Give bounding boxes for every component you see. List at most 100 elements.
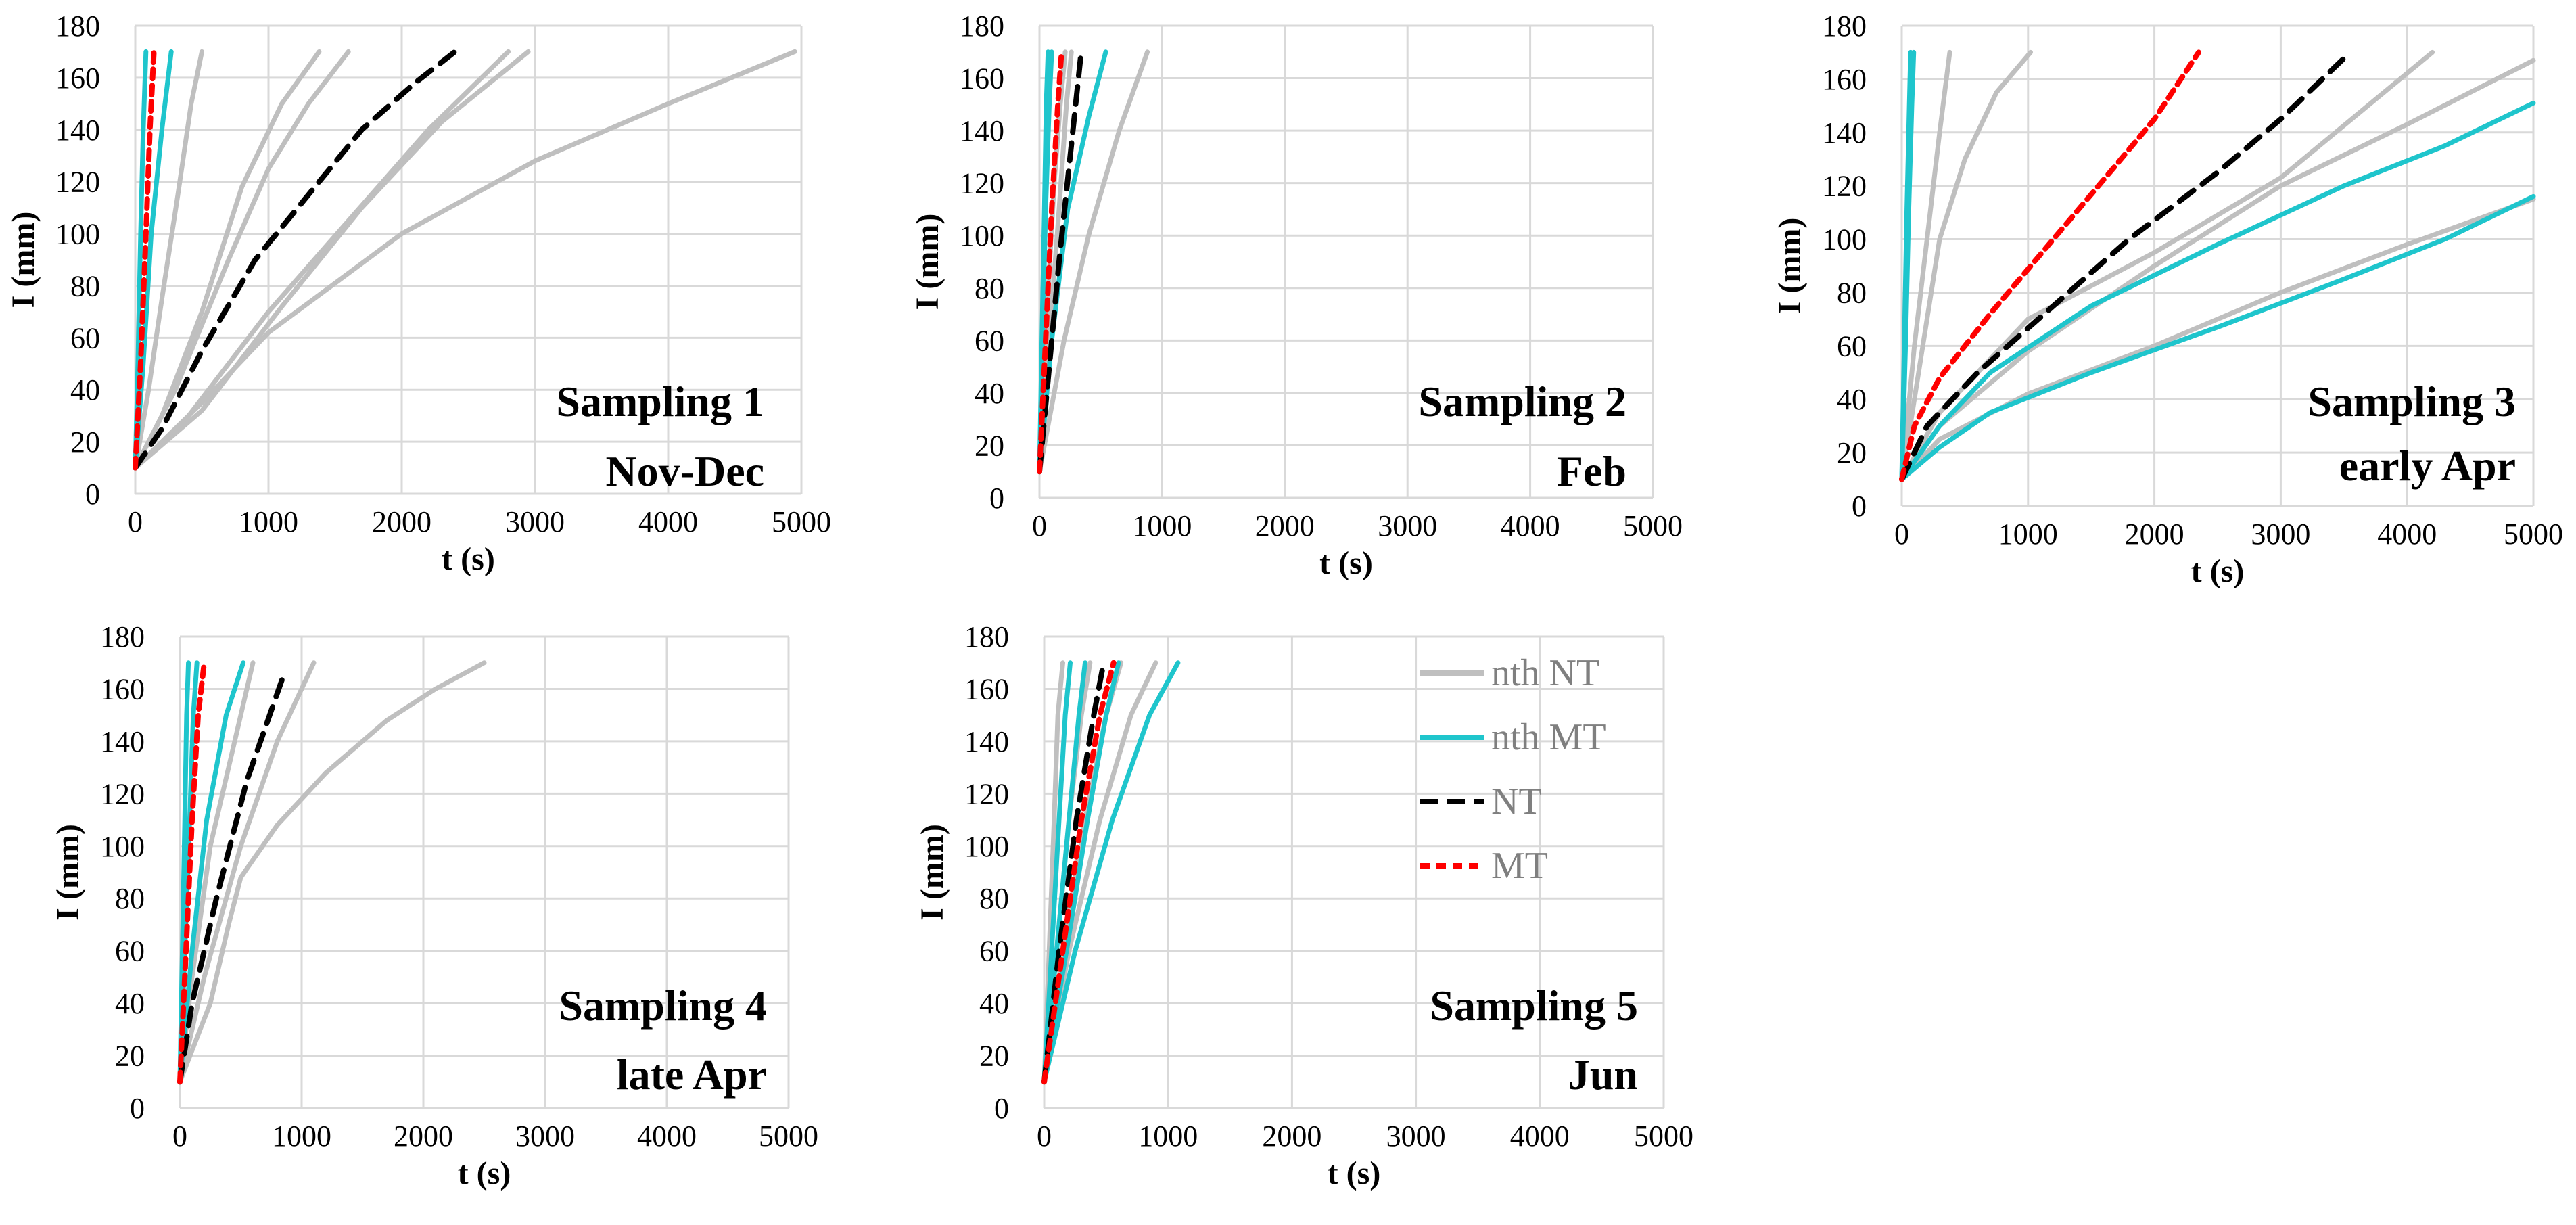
y-tick-label: 180 (55, 9, 100, 43)
y-tick-label: 160 (964, 672, 1009, 706)
y-tick-label: 20 (115, 1040, 145, 1073)
series-line-nth-mt (1899, 100, 2536, 482)
chart-panel-4: 0 20 40 60 80 100 120 140 160 180 0 1000 2000 3000 400… (50, 620, 818, 1191)
y-tick-label: 160 (55, 62, 100, 95)
panel-annotation-title: Sampling 4 (559, 981, 767, 1030)
y-tick-label: 40 (975, 377, 1004, 410)
chart-panel-3: 0 20 40 60 80 100 120 140 160 180 0 1000 2000 3000 400… (1772, 9, 2563, 589)
series-line-mt (1041, 660, 1117, 1085)
x-tick-label: 0 (1032, 509, 1047, 542)
x-axis-label: t (s) (1319, 545, 1373, 581)
y-tick-label: 100 (964, 830, 1009, 863)
x-tick-label: 4000 (1501, 509, 1560, 542)
x-tick-label: 2000 (372, 505, 431, 538)
y-tick-label: 40 (979, 987, 1009, 1020)
x-tick-label: 3000 (1386, 1119, 1446, 1153)
panel-annotation-title: Sampling 5 (1430, 981, 1638, 1030)
x-tick-label: 4000 (638, 505, 698, 538)
y-tick-label: 180 (960, 9, 1004, 43)
y-tick-label: 60 (70, 321, 100, 354)
x-tick-label: 3000 (1378, 509, 1437, 542)
panel-annotation-title: Sampling 2 (1418, 377, 1626, 425)
y-tick-label: 60 (1837, 329, 1867, 363)
x-axis-label: t (s) (458, 1155, 511, 1191)
y-tick-label: 60 (115, 935, 145, 968)
x-tick-label: 4000 (2377, 517, 2437, 551)
y-tick-label: 80 (979, 882, 1009, 915)
x-tick-label: 5000 (2504, 517, 2563, 551)
series-line-nth-mt (1041, 660, 1073, 1084)
panel-annotation-period: Jun (1568, 1050, 1638, 1099)
chart-panel-2: 0 20 40 60 80 100 120 140 160 180 0 1000 2000 3000 400… (910, 9, 1683, 581)
x-tick-label: 1000 (272, 1119, 331, 1153)
series-line-nth-mt (1041, 660, 1181, 1084)
x-tick-label: 2000 (394, 1119, 453, 1153)
x-tick-label: 4000 (1510, 1119, 1570, 1153)
y-tick-label: 140 (55, 114, 100, 147)
series-line-mt (133, 49, 157, 471)
y-tick-label: 140 (100, 725, 145, 758)
series-line-nt (133, 49, 458, 471)
y-tick-label: 120 (964, 777, 1009, 810)
x-tick-label: 3000 (515, 1119, 575, 1153)
x-tick-label: 1000 (1998, 517, 2058, 551)
series-line-nth-mt (1899, 49, 1917, 482)
y-tick-label: 140 (964, 725, 1009, 758)
series-line-mt (177, 660, 207, 1085)
y-tick-label: 120 (960, 167, 1004, 200)
y-tick-label: 100 (1822, 223, 1867, 256)
y-tick-label: 0 (994, 1092, 1009, 1125)
y-tick-label: 40 (70, 373, 100, 407)
series-line-nth-nt (133, 49, 351, 471)
y-tick-label: 140 (1822, 116, 1867, 149)
series-line-nth-nt (133, 49, 797, 471)
x-tick-label: 3000 (505, 505, 565, 538)
y-tick-label: 0 (130, 1092, 145, 1125)
series-line-nth-nt (133, 49, 204, 471)
y-tick-label: 20 (70, 425, 100, 459)
x-tick-label: 1000 (1132, 509, 1192, 542)
y-tick-label: 180 (100, 620, 145, 653)
x-tick-label: 1000 (1138, 1119, 1198, 1153)
y-tick-label: 20 (1837, 436, 1867, 469)
series-line-nth-nt (1037, 49, 1150, 474)
y-axis-label: I (mm) (910, 214, 945, 310)
series-line-nt (1037, 49, 1084, 475)
y-tick-label: 0 (85, 478, 100, 511)
y-tick-label: 80 (975, 272, 1004, 305)
x-tick-label: 0 (1894, 517, 1909, 551)
x-tick-label: 5000 (759, 1119, 818, 1153)
x-tick-label: 2000 (1255, 509, 1315, 542)
y-tick-label: 180 (1822, 9, 1867, 43)
y-tick-label: 0 (989, 482, 1004, 515)
y-tick-label: 40 (115, 987, 145, 1020)
x-tick-label: 3000 (2251, 517, 2310, 551)
y-tick-label: 100 (100, 830, 145, 863)
series-line-nth-nt (177, 660, 487, 1084)
chart-panel-5: 0 20 40 60 80 100 120 140 160 180 0 1000 2000 3000 400… (914, 620, 1693, 1191)
x-tick-label: 0 (172, 1119, 187, 1153)
series-line-nt (177, 673, 286, 1085)
y-tick-label: 120 (1822, 170, 1867, 203)
x-axis-label: t (s) (1328, 1155, 1381, 1191)
chart-panel-1: 0 20 40 60 80 100 120 140 160 180 0 1000 2000 3000 400… (5, 9, 831, 577)
y-tick-label: 60 (975, 324, 1004, 357)
series-line-nth-nt (1899, 49, 2435, 482)
y-tick-label: 160 (960, 62, 1004, 95)
x-tick-label: 5000 (772, 505, 831, 538)
x-tick-label: 0 (128, 505, 143, 538)
panel-annotation-title: Sampling 1 (556, 377, 764, 425)
y-tick-label: 80 (70, 269, 100, 302)
y-axis-label: I (mm) (5, 212, 41, 308)
x-tick-label: 5000 (1634, 1119, 1693, 1153)
series-line-nth-nt (1899, 49, 2033, 482)
series-line-nth-nt (133, 49, 531, 471)
y-tick-label: 0 (1852, 490, 1867, 523)
panel-annotation-title: Sampling 3 (2308, 377, 2516, 425)
series-line-mt (1037, 49, 1064, 475)
x-tick-label: 2000 (1262, 1119, 1321, 1153)
x-tick-label: 0 (1037, 1119, 1052, 1153)
x-tick-label: 4000 (637, 1119, 697, 1153)
y-tick-label: 100 (55, 218, 100, 251)
